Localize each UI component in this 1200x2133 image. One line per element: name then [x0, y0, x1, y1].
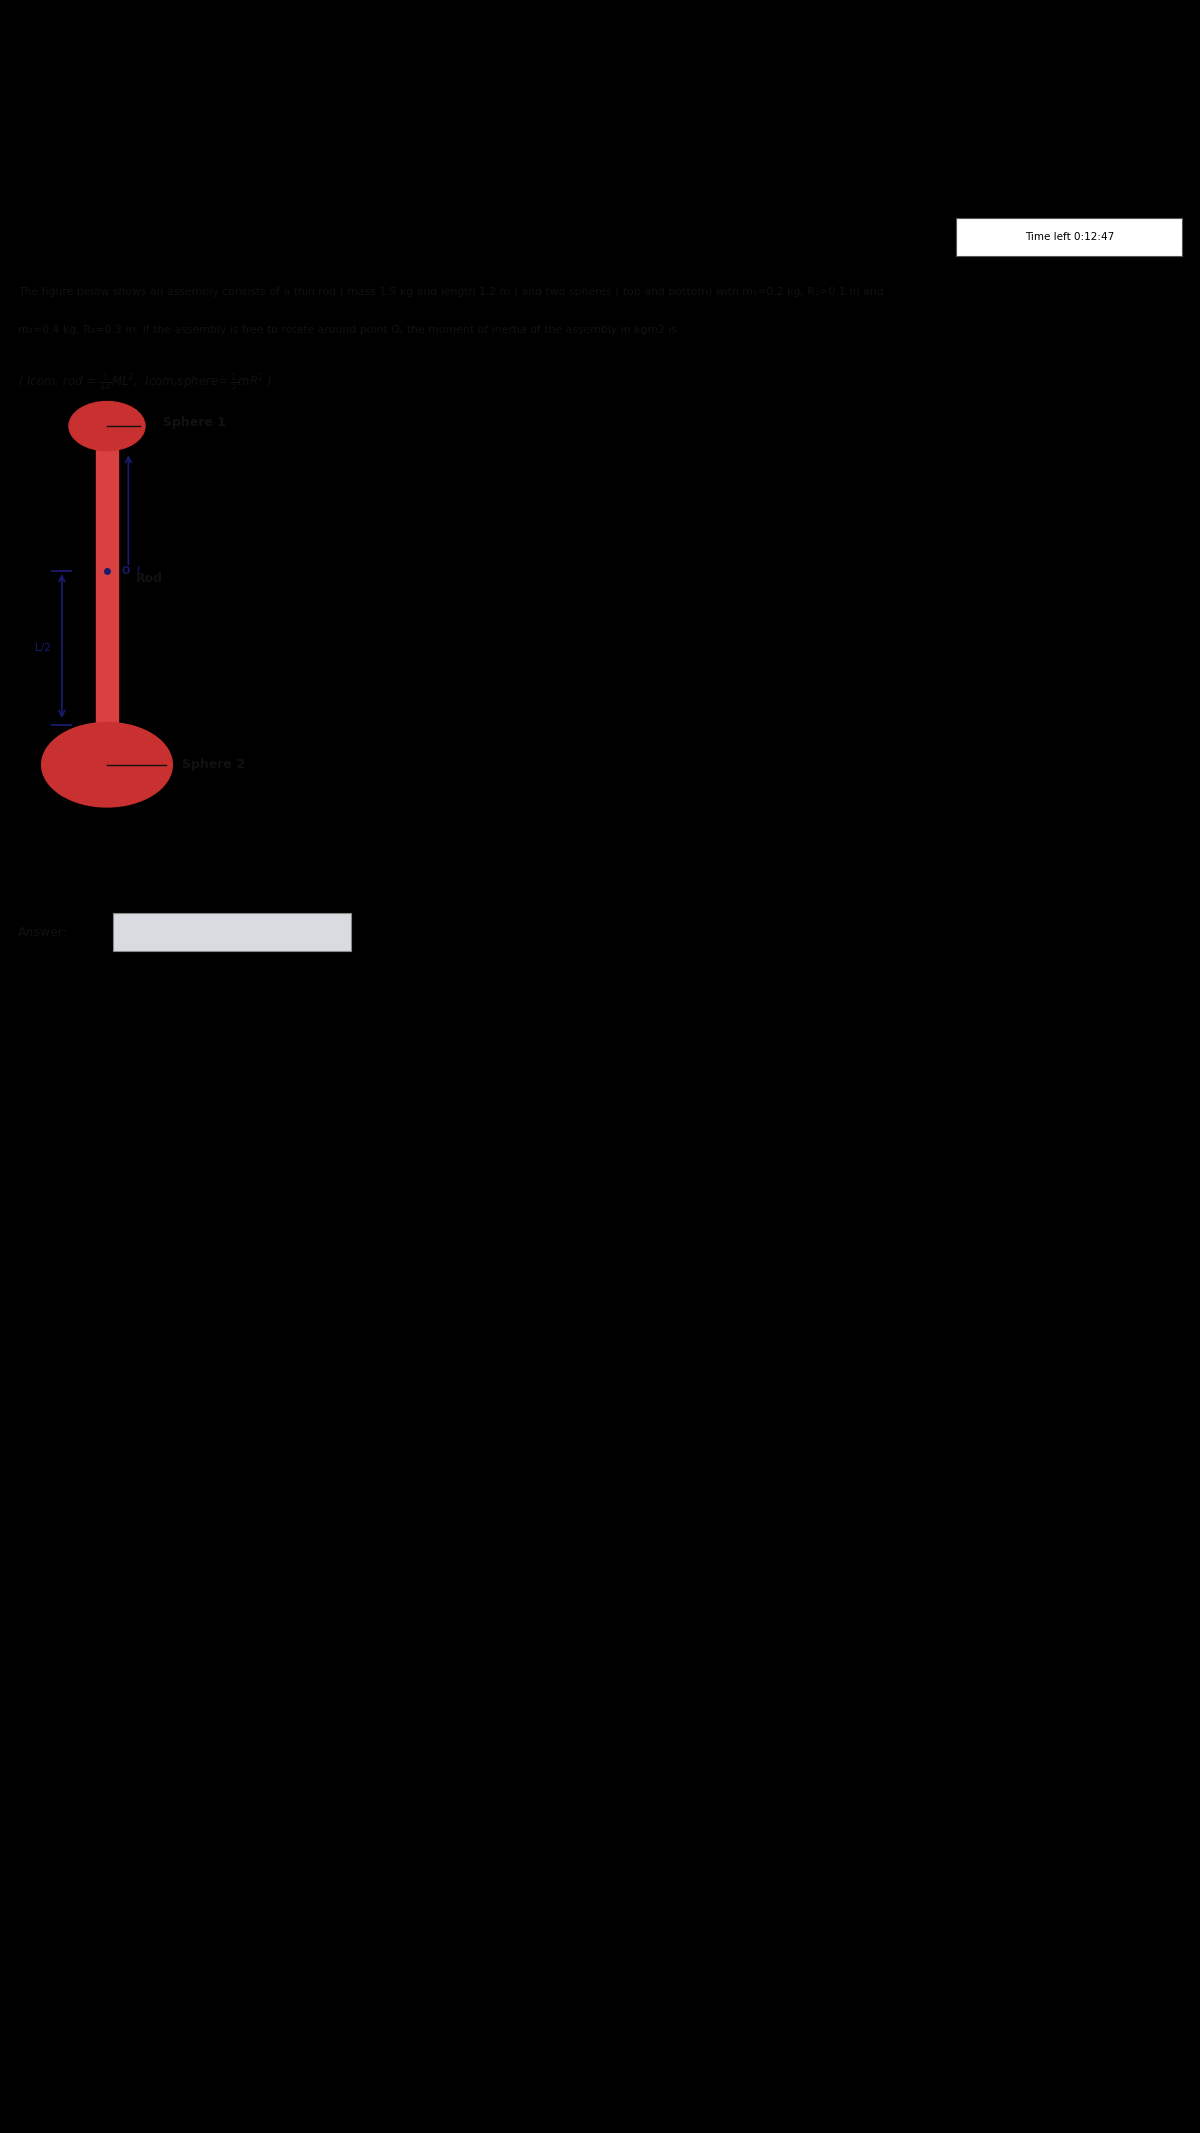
Text: R₁: R₁: [112, 412, 122, 422]
Text: The figure below shows an assembly consists of a thin rod ( mass 1.5 kg and leng: The figure below shows an assembly consi…: [18, 288, 883, 296]
Text: L: L: [137, 565, 142, 576]
Text: Answer:: Answer:: [18, 926, 68, 939]
Text: Sphere 2: Sphere 2: [182, 757, 245, 772]
Text: R₂: R₂: [112, 753, 122, 761]
Text: Time left 0:12:47: Time left 0:12:47: [1025, 232, 1114, 243]
Text: L/2: L/2: [35, 642, 50, 653]
FancyBboxPatch shape: [956, 218, 1182, 256]
Circle shape: [42, 723, 173, 806]
Text: Sphere 1: Sphere 1: [163, 416, 226, 429]
Text: m₂=0.4 kg, R₂=0.3 m. If the assembly is free to rotate around point O, the momen: m₂=0.4 kg, R₂=0.3 m. If the assembly is …: [18, 326, 677, 335]
FancyBboxPatch shape: [113, 913, 350, 951]
Bar: [96, 448, 118, 725]
Text: Rod: Rod: [136, 572, 162, 584]
Text: O: O: [121, 565, 130, 576]
Circle shape: [68, 401, 145, 450]
Text: ( Icom, rod = $\frac{1}{12}$ML$^2$,  Icom,sphere= $\frac{2}{5}$mR$^2$ ): ( Icom, rod = $\frac{1}{12}$ML$^2$, Icom…: [18, 371, 272, 392]
